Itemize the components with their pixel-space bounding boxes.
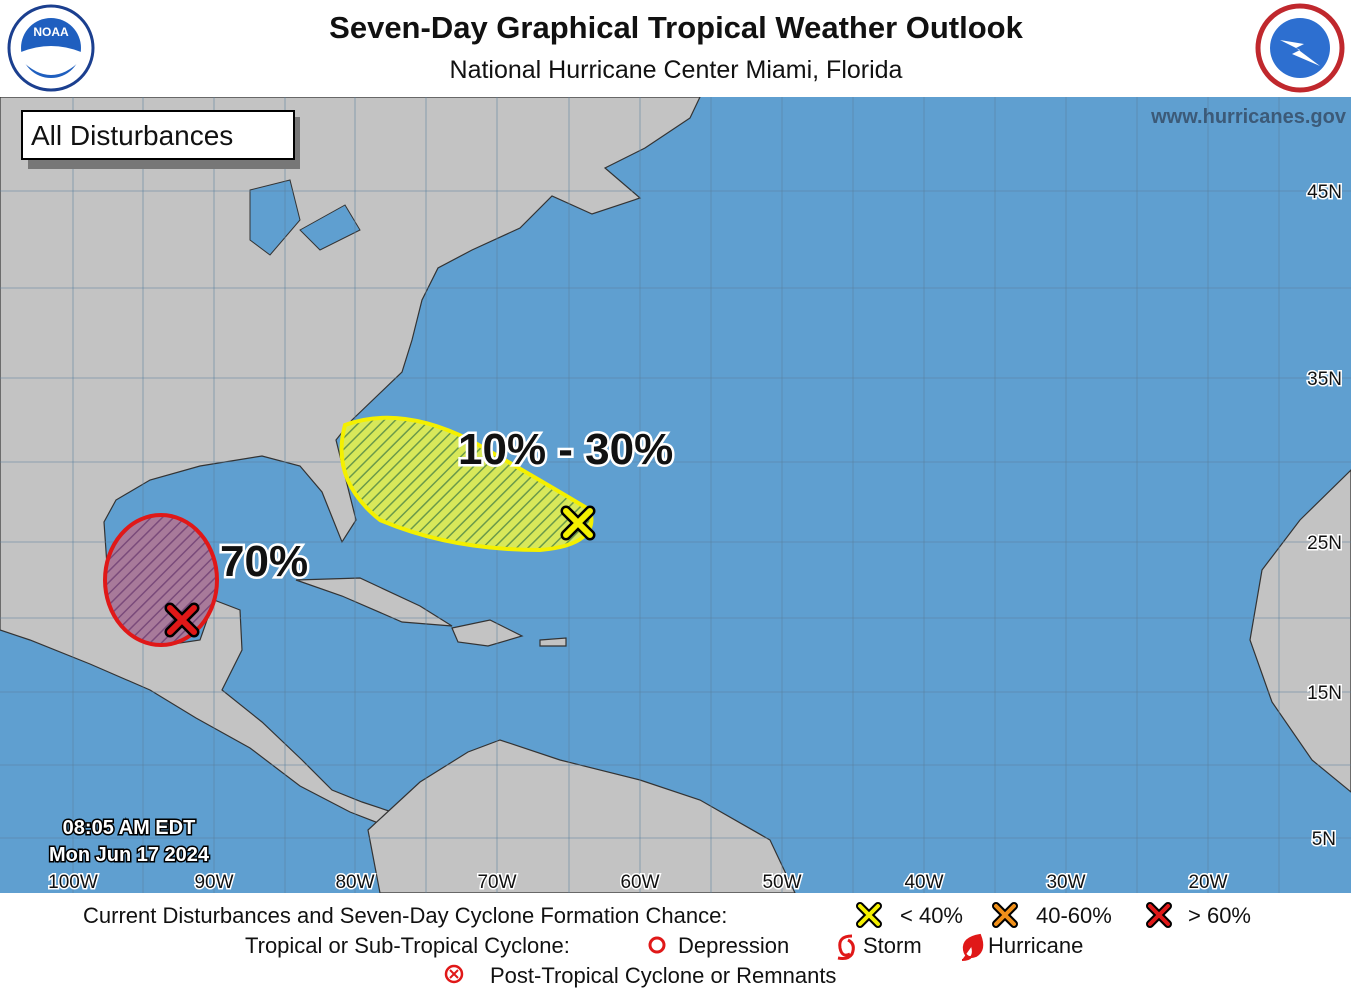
label-box [21, 110, 295, 160]
legend-icon [444, 964, 464, 984]
disturbance-area-low [339, 415, 594, 553]
nws-logo [1255, 3, 1345, 93]
longitude-label: 50W [762, 872, 801, 893]
legend-item: Storm [863, 933, 922, 958]
latitude-label: 35N [1307, 369, 1342, 390]
issued-time: 08:05 AM EDT [63, 817, 196, 839]
legend-item: < 40% [900, 903, 963, 928]
noaa-logo: NOAA [7, 4, 95, 92]
hispaniola [451, 619, 524, 647]
area-label: 70% [220, 537, 308, 586]
noaa-logo-text: NOAA [33, 25, 69, 39]
disturbance-marker-high [164, 602, 200, 638]
legend-icon [961, 933, 984, 961]
longitude-label: 90W [194, 872, 233, 893]
title: Seven-Day Graphical Tropical Weather Out… [329, 10, 1023, 45]
area-label: 10% - 30% [458, 425, 673, 474]
legend-title: Tropical or Sub-Tropical Cyclone: [245, 933, 570, 958]
legend-icon [449, 969, 459, 979]
latitude-label: 45N [1307, 182, 1342, 203]
longitude-label: 20W [1188, 872, 1227, 893]
disturbance-area-high [103, 513, 219, 647]
longitude-label: 60W [620, 872, 659, 893]
south-america [367, 739, 796, 893]
map: 10% - 30% 70% All Disturbances www.hurri… [0, 97, 1351, 893]
website: www.hurricanes.gov [1150, 106, 1347, 128]
disturbance-marker-low [560, 505, 596, 541]
legend-icon [648, 936, 666, 954]
issued-date: Mon Jun 17 2024 [49, 844, 210, 866]
graticule [0, 97, 1351, 893]
map-label: All Disturbances [31, 120, 233, 151]
subtitle: National Hurricane Center Miami, Florida [450, 56, 903, 84]
longitude-label: 40W [904, 872, 943, 893]
puerto-rico [539, 637, 567, 647]
header [0, 0, 1351, 97]
longitude-label: 30W [1046, 872, 1085, 893]
legend-item: Post-Tropical Cyclone or Remnants [490, 963, 836, 988]
legend: Current Disturbances and Seven-Day Cyclo… [83, 902, 1251, 988]
africa [1249, 469, 1351, 793]
legend-item: 40-60% [1036, 903, 1112, 928]
cuba [295, 577, 453, 627]
legend-item: Hurricane [988, 933, 1083, 958]
legend-item: Depression [678, 933, 789, 958]
legend-icon [837, 934, 855, 960]
longitude-label: 80W [335, 872, 374, 893]
legend-item: > 60% [1188, 903, 1251, 928]
latitude-label: 5N [1312, 829, 1336, 850]
latitude-label: 25N [1307, 533, 1342, 554]
longitude-label: 70W [477, 872, 516, 893]
legend-icon [858, 904, 880, 926]
latitude-label: 15N [1307, 683, 1342, 704]
longitude-label: 100W [48, 872, 98, 893]
legend-icon [1148, 904, 1170, 926]
legend-title: Current Disturbances and Seven-Day Cyclo… [83, 903, 727, 928]
legend-icon [994, 904, 1016, 926]
